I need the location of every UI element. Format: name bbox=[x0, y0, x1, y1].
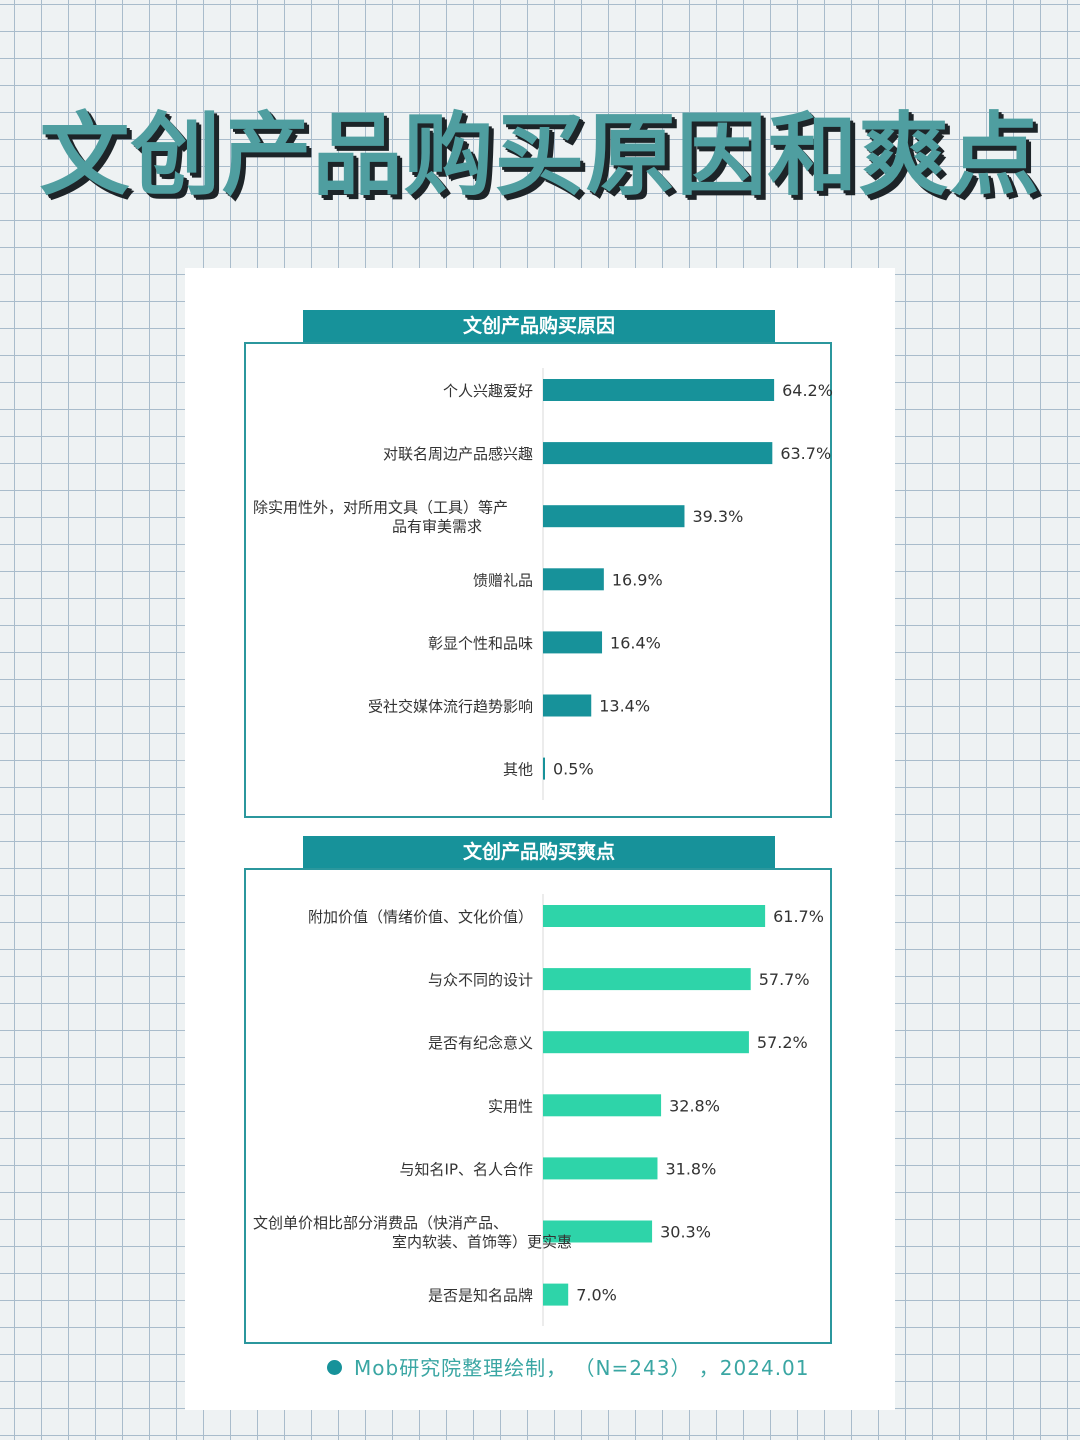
highlights-value-label-1: 61.7% bbox=[773, 907, 824, 926]
highlights-category-label-2: 与众不同的设计 bbox=[428, 971, 533, 989]
highlights-value-label-7: 7.0% bbox=[576, 1286, 617, 1305]
bullet-dot-icon bbox=[327, 1360, 342, 1375]
reasons-category-label-4: 馈赠礼品 bbox=[473, 571, 533, 589]
reasons-bar-chart: 64.2% 个人兴趣爱好 63.7% 对联名周边产品感兴趣 39.3% 除实用性外，对所用… bbox=[253, 368, 833, 800]
reasons-bar-5 bbox=[543, 631, 603, 654]
highlights-value-label-4: 32.8% bbox=[669, 1096, 720, 1115]
reasons-value-label-1: 64.2% bbox=[782, 381, 833, 400]
highlights-value-label-6: 30.3% bbox=[660, 1223, 711, 1242]
reasons-value-label-2: 63.7% bbox=[780, 444, 831, 463]
source-footer: Mob研究院整理绘制， （N=243） ，2024.01 bbox=[327, 1352, 867, 1382]
reasons-value-label-5: 16.4% bbox=[610, 633, 661, 652]
reasons-bar-1 bbox=[543, 379, 775, 401]
page-title: 文创产品购买原因和爽点 bbox=[39, 102, 1041, 208]
highlights-bar-2 bbox=[543, 968, 751, 991]
highlights-bar-7 bbox=[543, 1283, 569, 1306]
highlights-chart-title: 文创产品购买爽点 bbox=[303, 836, 775, 868]
reasons-category-label-5: 彰显个性和品味 bbox=[428, 634, 533, 652]
reasons-category-label-1: 个人兴趣爱好 bbox=[443, 382, 533, 400]
reasons-bar-6 bbox=[543, 694, 592, 717]
reasons-category-label-3-line-2: 品有审美需求 bbox=[392, 518, 482, 536]
reasons-bar-7 bbox=[543, 757, 545, 780]
highlights-category-label-6-line-2: 室内软装、首饰等）更实惠 bbox=[392, 1233, 572, 1251]
highlights-category-label-1: 附加价值（情绪价值、文化价值） bbox=[308, 908, 533, 926]
highlights-category-label-4: 实用性 bbox=[488, 1097, 533, 1115]
reasons-value-label-4: 16.9% bbox=[612, 570, 663, 589]
highlights-chart-panel: 61.7% 附加价值（情绪价值、文化价值） 57.7% 与众不同的设计 57.2% 是否有… bbox=[244, 868, 832, 1344]
reasons-category-label-6: 受社交媒体流行趋势影响 bbox=[368, 698, 533, 716]
reasons-category-label-7: 其他 bbox=[503, 761, 533, 779]
reasons-bar-4 bbox=[543, 568, 604, 591]
highlights-bar-1 bbox=[543, 905, 766, 927]
reasons-value-label-6: 13.4% bbox=[599, 697, 650, 716]
highlights-category-label-7: 是否是知名品牌 bbox=[428, 1287, 533, 1305]
reasons-value-label-7: 0.5% bbox=[553, 760, 594, 779]
reasons-chart-title: 文创产品购买原因 bbox=[303, 310, 775, 342]
reasons-category-label-2: 对联名周边产品感兴趣 bbox=[383, 445, 533, 463]
highlights-bar-chart: 61.7% 附加价值（情绪价值、文化价值） 57.7% 与众不同的设计 57.2% 是否有… bbox=[253, 894, 824, 1326]
highlights-value-label-2: 57.7% bbox=[759, 970, 810, 989]
reasons-value-label-3: 39.3% bbox=[692, 507, 743, 526]
reasons-bar-2 bbox=[543, 442, 773, 465]
reasons-bar-3 bbox=[543, 505, 685, 528]
reasons-category-label-3-line-1: 除实用性外，对所用文具（工具）等产 bbox=[253, 499, 508, 517]
reasons-chart-panel: 64.2% 个人兴趣爱好 63.7% 对联名周边产品感兴趣 39.3% 除实用性外，对所用… bbox=[244, 342, 833, 818]
highlights-bar-3 bbox=[543, 1031, 749, 1054]
highlights-bar-6 bbox=[543, 1220, 653, 1243]
highlights-category-label-5: 与知名IP、名人合作 bbox=[400, 1160, 533, 1178]
highlights-category-label-3: 是否有纪念意义 bbox=[428, 1034, 533, 1052]
highlights-value-label-3: 57.2% bbox=[757, 1033, 808, 1052]
highlights-bar-5 bbox=[543, 1157, 658, 1180]
highlights-category-label-6-line-1: 文创单价相比部分消费品（快消产品、 bbox=[253, 1214, 508, 1232]
highlights-value-label-5: 31.8% bbox=[665, 1159, 716, 1178]
source-note: Mob研究院整理绘制， （N=243） ，2024.01 bbox=[354, 1356, 810, 1380]
highlights-bar-4 bbox=[543, 1094, 662, 1117]
report-card: 文创产品购买原因 64.2% 个人兴趣爱好 63.7% 对联名周边产品感兴趣 39.3%… bbox=[185, 268, 895, 1410]
